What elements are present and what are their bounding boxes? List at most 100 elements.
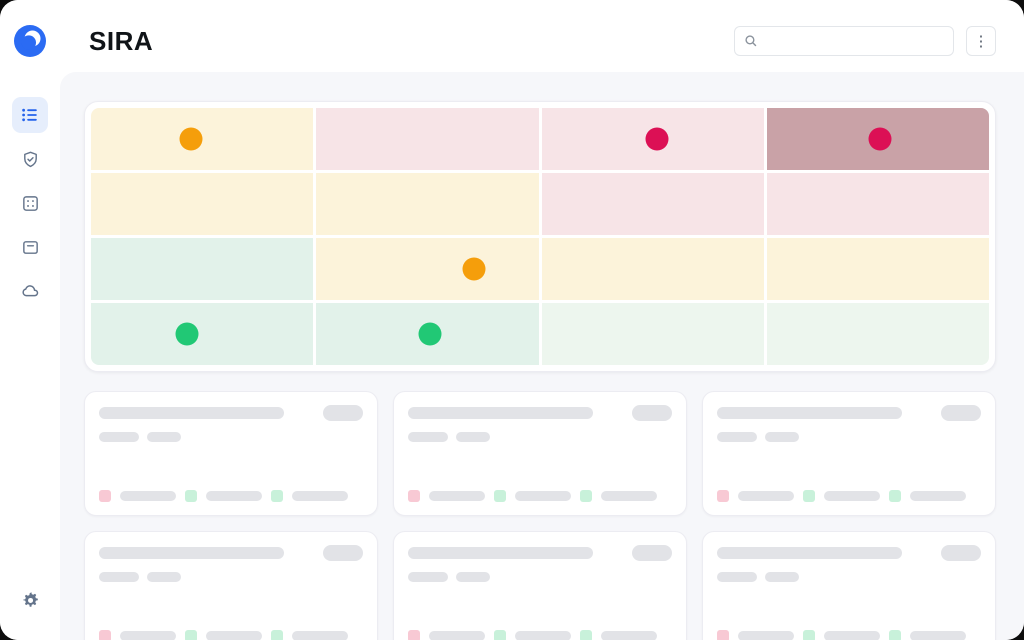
skeleton-bar [206, 491, 262, 501]
panel-minus-icon [22, 240, 38, 254]
skeleton-card[interactable] [84, 391, 378, 516]
matrix-cell-r2c3 [766, 238, 989, 300]
card-footer [408, 630, 672, 640]
matrix-cell-r1c0 [91, 173, 314, 235]
more-options-button[interactable]: ⋮ [966, 26, 996, 56]
shield-check-icon [23, 151, 37, 167]
card-footer [408, 490, 672, 502]
skeleton-title-bar [99, 407, 284, 419]
skeleton-bar [717, 432, 757, 442]
skeleton-card[interactable] [702, 531, 996, 640]
skeleton-bar [408, 572, 448, 582]
card-subrow [717, 432, 981, 442]
skeleton-card[interactable] [393, 531, 687, 640]
app-logo [14, 25, 46, 57]
pink-status-chip [717, 630, 729, 640]
matrix-cell-r2c1 [316, 238, 539, 300]
risk-dot-red[interactable] [868, 127, 892, 151]
skeleton-title-bar [717, 407, 902, 419]
matrix-cell-r0c0 [91, 108, 314, 170]
green-status-chip [494, 630, 506, 640]
card-footer [717, 630, 981, 640]
matrix-cell-r2c0 [91, 238, 314, 300]
sidebar-item-cloud[interactable] [12, 273, 48, 309]
skeleton-card[interactable] [702, 391, 996, 516]
skeleton-title-bar [717, 547, 902, 559]
matrix-cell-r3c0 [91, 303, 314, 365]
pink-status-chip [408, 490, 420, 502]
skeleton-badge [632, 545, 672, 561]
risk-dot-orange[interactable] [179, 127, 203, 151]
skeleton-bar [515, 491, 571, 501]
card-header [408, 545, 672, 561]
risk-dot-green[interactable] [418, 322, 442, 346]
skeleton-bar [738, 491, 794, 501]
cards-grid [84, 391, 996, 640]
skeleton-bar [292, 631, 348, 640]
matrix-cell-r3c1 [316, 303, 539, 365]
matrix-cell-r1c2 [541, 173, 764, 235]
pink-status-chip [99, 630, 111, 640]
card-subrow [99, 432, 363, 442]
risk-dot-orange[interactable] [462, 257, 486, 281]
card-footer [99, 630, 363, 640]
skeleton-bar [99, 572, 139, 582]
skeleton-title-bar [408, 407, 593, 419]
skeleton-card[interactable] [84, 531, 378, 640]
skeleton-bar [206, 631, 262, 640]
green-status-chip [185, 630, 197, 640]
card-subrow [99, 572, 363, 582]
green-status-chip [271, 630, 283, 640]
green-status-chip [185, 490, 197, 502]
grid-icon [22, 195, 38, 211]
skeleton-bar [717, 572, 757, 582]
top-header: SIRA ⋮ [0, 0, 1024, 72]
skeleton-bar [456, 572, 490, 582]
matrix-cell-r3c2 [541, 303, 764, 365]
skeleton-bar [910, 491, 966, 501]
green-status-chip [803, 630, 815, 640]
green-status-chip [803, 490, 815, 502]
skeleton-card[interactable] [393, 391, 687, 516]
card-header [99, 545, 363, 561]
sidebar-item-panel[interactable] [12, 229, 48, 265]
sidebar-item-list[interactable] [12, 97, 48, 133]
risk-dot-green[interactable] [175, 322, 199, 346]
card-header [99, 405, 363, 421]
matrix-cell-r1c1 [316, 173, 539, 235]
sidebar-item-grid[interactable] [12, 185, 48, 221]
pink-status-chip [99, 490, 111, 502]
gear-icon [23, 592, 38, 607]
skeleton-bar [147, 432, 181, 442]
pink-status-chip [717, 490, 729, 502]
matrix-cell-r0c2 [541, 108, 764, 170]
kebab-icon: ⋮ [973, 33, 989, 50]
risk-matrix-grid [91, 108, 989, 365]
matrix-cell-r1c3 [766, 173, 989, 235]
sidebar-item-settings[interactable] [12, 582, 48, 618]
skeleton-badge [632, 405, 672, 421]
skeleton-bar [292, 491, 348, 501]
card-subrow [717, 572, 981, 582]
skeleton-bar [456, 432, 490, 442]
sidebar-item-shield[interactable] [12, 141, 48, 177]
skeleton-bar [408, 432, 448, 442]
matrix-cell-r2c2 [541, 238, 764, 300]
search-box[interactable] [734, 26, 954, 56]
skeleton-badge [941, 405, 981, 421]
card-subrow [408, 432, 672, 442]
cloud-icon [22, 285, 39, 297]
risk-dot-red[interactable] [645, 127, 669, 151]
skeleton-badge [941, 545, 981, 561]
search-input[interactable] [765, 33, 944, 49]
main-content [60, 72, 1024, 640]
skeleton-bar [120, 491, 176, 501]
skeleton-bar [429, 491, 485, 501]
card-header [408, 405, 672, 421]
skeleton-badge [323, 405, 363, 421]
green-status-chip [580, 490, 592, 502]
matrix-cell-r0c3 [766, 108, 989, 170]
skeleton-bar [910, 631, 966, 640]
header-actions: ⋮ [734, 26, 996, 56]
